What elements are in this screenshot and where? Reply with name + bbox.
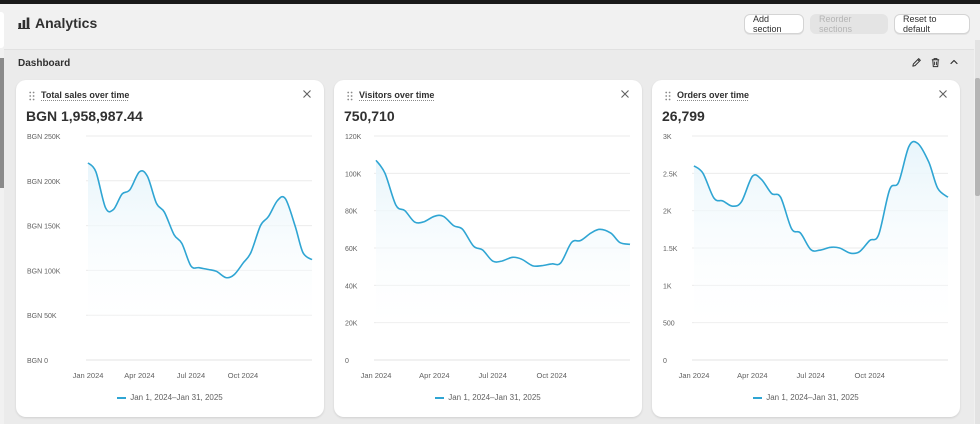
x-tick-label: Oct 2024 (855, 371, 885, 380)
x-tick-label: Oct 2024 (228, 371, 258, 380)
y-tick-label: BGN 0 (27, 358, 48, 365)
y-tick-label: 100K (345, 171, 362, 178)
orders-chart: 3K 2.5K 2K 1.5K 1K 500 0 Jan 2024 Apr 2024 Jul 20… (663, 134, 949, 380)
y-tick-label: BGN 250K (27, 134, 61, 141)
card-orders: 3K 2.5K 2K 1.5K 1K 500 0 Jan 2024 Apr 2024 Jul 20… (652, 80, 960, 417)
y-tick-label: 3K (663, 134, 672, 141)
y-tick-label: 1.5K (663, 246, 678, 253)
page-title-group: Analytics (18, 15, 97, 31)
card-header: Orders over time (662, 89, 950, 103)
sales-chart: BGN 250K BGN 200K BGN 150K BGN 100K BGN 50K B… (27, 134, 313, 380)
dashboard-section: Dashboard BGN 250K BGN 200K BGN 150K BGN 10… (4, 50, 974, 424)
card-visitors: 120K 100K 80K 60K 40K 20K 0 Jan 2024 Apr 2024 Jul… (334, 80, 642, 417)
collapse-section-button[interactable] (948, 56, 960, 68)
visitors-chart: 120K 100K 80K 60K 40K 20K 0 Jan 2024 Apr 2024 Jul… (345, 134, 631, 380)
legend-swatch (753, 396, 763, 399)
legend-swatch (435, 396, 445, 399)
y-tick-label: 0 (345, 358, 349, 365)
chart-legend: Jan 1, 2024–Jan 31, 2025 (334, 393, 642, 402)
series-line (87, 162, 313, 279)
y-tick-label: 40K (345, 283, 358, 290)
y-tick-label: 120K (345, 134, 362, 141)
y-tick-label: 2K (663, 209, 672, 216)
card-title[interactable]: Orders over time (677, 90, 750, 100)
x-tick-label: Jan 2024 (361, 371, 392, 380)
y-tick-label: 20K (345, 321, 358, 328)
card-header: Total sales over time (26, 89, 314, 103)
y-tick-label: 0 (663, 358, 667, 365)
y-tick-label: 60K (345, 246, 358, 253)
close-icon[interactable] (620, 89, 630, 99)
x-tick-label: Apr 2024 (737, 371, 767, 380)
x-tick-label: Jan 2024 (73, 371, 104, 380)
y-tick-label: BGN 200K (27, 179, 61, 186)
y-tick-label: 500 (663, 321, 675, 328)
card-total-sales: BGN 250K BGN 200K BGN 150K BGN 100K BGN 50K B… (16, 80, 324, 417)
card-header: Visitors over time (344, 89, 632, 103)
y-tick-label: 1K (663, 283, 672, 290)
left-sidebar-edge (0, 12, 4, 48)
x-tick-label: Apr 2024 (124, 371, 154, 380)
y-tick-label: BGN 100K (27, 268, 61, 275)
page-title: Analytics (35, 15, 98, 31)
header-divider (4, 49, 974, 50)
top-window-edge (0, 0, 980, 4)
chart-legend: Jan 1, 2024–Jan 31, 2025 (16, 393, 324, 402)
series-line (693, 140, 949, 255)
page-header: Analytics Add section Reorder sections R… (10, 6, 970, 46)
card-title[interactable]: Total sales over time (41, 90, 130, 100)
delete-section-button[interactable] (929, 56, 941, 68)
chevron-up-icon (950, 59, 958, 65)
analytics-icon (18, 17, 30, 29)
drag-handle-icon[interactable] (347, 91, 353, 101)
series-area (88, 162, 312, 326)
drag-handle-icon[interactable] (665, 91, 671, 101)
pencil-icon (911, 57, 921, 67)
left-sidebar-scrollbar[interactable] (0, 58, 4, 188)
section-title: Dashboard (18, 58, 71, 69)
x-tick-label: Apr 2024 (419, 371, 449, 380)
legend-label: Jan 1, 2024–Jan 31, 2025 (130, 393, 223, 402)
y-tick-label: 2.5K (663, 171, 678, 178)
reset-to-default-button[interactable]: Reset to default (894, 14, 970, 34)
chart-legend: Jan 1, 2024–Jan 31, 2025 (652, 393, 960, 402)
section-tools (910, 56, 960, 68)
y-tick-label: BGN 150K (27, 224, 61, 231)
card-title[interactable]: Visitors over time (359, 90, 435, 100)
close-icon[interactable] (302, 89, 312, 99)
page-scrollbar-thumb[interactable] (975, 78, 980, 196)
card-metric-value: BGN 1,958,987.44 (26, 108, 143, 124)
trash-icon (931, 57, 939, 67)
x-tick-label: Jul 2024 (177, 371, 205, 380)
reorder-sections-button[interactable]: Reorder sections (810, 14, 888, 34)
series-area (694, 141, 948, 326)
add-section-button[interactable]: Add section (744, 14, 804, 34)
x-tick-label: Jul 2024 (797, 371, 825, 380)
card-metric-value: 750,710 (344, 108, 395, 124)
y-tick-label: BGN 50K (27, 313, 57, 320)
edit-section-button[interactable] (910, 56, 922, 68)
drag-handle-icon[interactable] (29, 91, 35, 101)
page-scrollbar-track[interactable] (975, 40, 980, 424)
legend-label: Jan 1, 2024–Jan 31, 2025 (766, 393, 859, 402)
series-line (375, 159, 631, 268)
header-actions: Add section Reorder sections Reset to de… (744, 14, 970, 34)
x-tick-label: Jan 2024 (679, 371, 710, 380)
x-tick-label: Jul 2024 (479, 371, 507, 380)
card-metric-value: 26,799 (662, 108, 705, 124)
y-tick-label: 80K (345, 209, 358, 216)
close-icon[interactable] (938, 89, 948, 99)
x-tick-label: Oct 2024 (537, 371, 567, 380)
series-area (376, 160, 630, 326)
legend-label: Jan 1, 2024–Jan 31, 2025 (448, 393, 541, 402)
legend-swatch (117, 396, 127, 399)
